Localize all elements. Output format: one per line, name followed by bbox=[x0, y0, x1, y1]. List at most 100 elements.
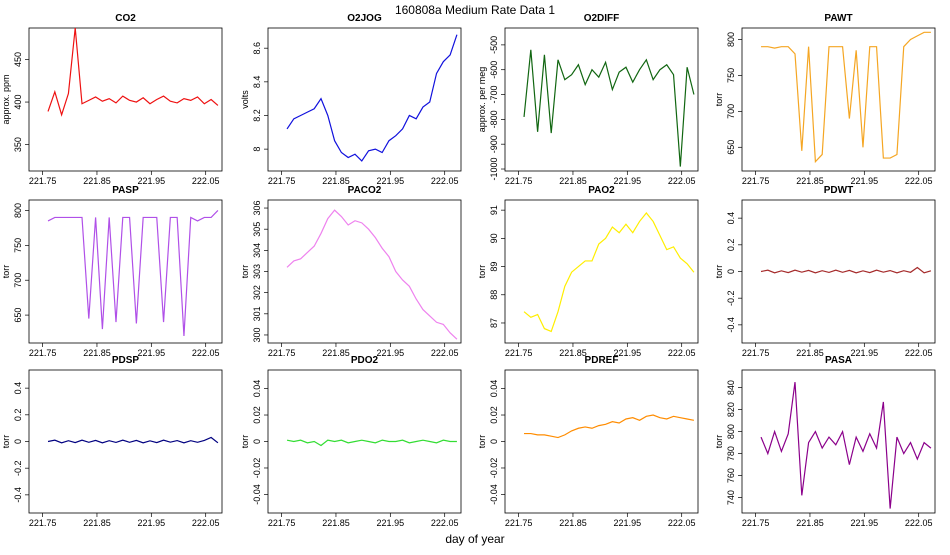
x-tick-label: 222.05 bbox=[192, 348, 220, 358]
x-tick-label: 221.95 bbox=[614, 348, 642, 358]
panel-title: PDWT bbox=[824, 185, 853, 196]
y-tick-label: 88 bbox=[489, 290, 499, 300]
y-tick-label: -0.04 bbox=[489, 484, 499, 505]
y-axis-label: torr bbox=[1, 435, 11, 449]
y-tick-label: -0.4 bbox=[726, 317, 736, 333]
x-tick-label: 221.85 bbox=[796, 176, 824, 186]
y-tick-label: 0.04 bbox=[489, 380, 499, 398]
x-tick-label: 222.05 bbox=[192, 518, 220, 528]
y-tick-label: 0.4 bbox=[726, 212, 736, 225]
y-tick-label: 90 bbox=[489, 233, 499, 243]
y-tick-label: 8.4 bbox=[252, 76, 262, 89]
y-tick-label: 820 bbox=[726, 402, 736, 417]
x-tick-label: 221.85 bbox=[559, 518, 587, 528]
y-tick-label: -0.02 bbox=[489, 458, 499, 479]
x-tick-label: 221.85 bbox=[559, 348, 587, 358]
y-tick-label: 0.02 bbox=[489, 406, 499, 424]
x-tick-label: 221.95 bbox=[614, 176, 642, 186]
x-tick-label: 221.75 bbox=[505, 176, 533, 186]
panel-title: O2JOG bbox=[347, 13, 382, 24]
x-tick-label: 221.95 bbox=[851, 518, 879, 528]
y-tick-label: -0.2 bbox=[726, 290, 736, 306]
x-tick-label: 222.05 bbox=[431, 176, 459, 186]
y-tick-label: 306 bbox=[252, 201, 262, 216]
data-line bbox=[286, 439, 457, 447]
y-tick-label: 302 bbox=[252, 285, 262, 300]
x-tick-label: 221.85 bbox=[559, 176, 587, 186]
x-tick-label: 221.95 bbox=[138, 176, 166, 186]
x-tick-label: 222.05 bbox=[431, 518, 459, 528]
x-tick-label: 221.75 bbox=[268, 176, 296, 186]
x-tick-label: 221.95 bbox=[377, 348, 405, 358]
y-tick-label: 750 bbox=[726, 68, 736, 83]
y-tick-label: 0.4 bbox=[13, 382, 23, 395]
plot-frame bbox=[28, 27, 223, 172]
x-tick-label: 221.85 bbox=[83, 518, 111, 528]
x-tick-label: 221.95 bbox=[377, 176, 405, 186]
y-tick-label: 8.2 bbox=[252, 109, 262, 122]
x-tick-label: 222.05 bbox=[905, 176, 933, 186]
y-axis-label: torr bbox=[714, 435, 724, 449]
y-tick-label: 89 bbox=[489, 262, 499, 272]
plot-frame bbox=[504, 199, 699, 344]
panel-title: PASA bbox=[825, 355, 852, 366]
x-tick-label: 221.85 bbox=[796, 518, 824, 528]
y-tick-label: -900 bbox=[489, 135, 499, 153]
x-tick-label: 222.05 bbox=[431, 348, 459, 358]
y-axis-label: torr bbox=[240, 435, 250, 449]
y-axis-label: torr bbox=[714, 265, 724, 279]
x-tick-label: 221.85 bbox=[796, 348, 824, 358]
y-tick-label: 650 bbox=[726, 140, 736, 155]
plot-frame bbox=[504, 27, 699, 172]
x-tick-label: 222.05 bbox=[192, 176, 220, 186]
x-tick-label: 221.75 bbox=[505, 518, 533, 528]
plot-frame bbox=[741, 27, 936, 172]
y-tick-label: 700 bbox=[726, 104, 736, 119]
panel-title: PDO2 bbox=[351, 355, 379, 366]
x-tick-label: 221.85 bbox=[83, 176, 111, 186]
x-tick-label: 221.75 bbox=[742, 518, 770, 528]
x-tick-label: 221.85 bbox=[322, 176, 350, 186]
data-line bbox=[760, 266, 932, 274]
x-tick-label: 221.85 bbox=[322, 518, 350, 528]
panel-title: PACO2 bbox=[348, 185, 382, 196]
y-axis-label: torr bbox=[240, 265, 250, 279]
y-axis-label: torr bbox=[714, 93, 724, 107]
y-axis-label: approx. ppm bbox=[1, 74, 11, 124]
y-axis-label: approx. per meg bbox=[477, 67, 487, 133]
y-tick-label: 650 bbox=[13, 308, 23, 323]
y-tick-label: 450 bbox=[13, 52, 23, 67]
x-axis-label: day of year bbox=[445, 532, 504, 546]
y-tick-label: 750 bbox=[13, 238, 23, 253]
y-tick-label: 780 bbox=[726, 446, 736, 461]
panel-title: PAO2 bbox=[588, 185, 615, 196]
plot-frame bbox=[28, 199, 223, 344]
y-tick-label: 301 bbox=[252, 306, 262, 321]
data-line bbox=[286, 209, 458, 340]
x-tick-label: 221.75 bbox=[268, 348, 296, 358]
x-tick-label: 221.75 bbox=[29, 348, 57, 358]
y-tick-label: 300 bbox=[252, 327, 262, 342]
y-axis-label: torr bbox=[477, 435, 487, 449]
y-tick-label: 800 bbox=[726, 424, 736, 439]
x-tick-label: 221.95 bbox=[377, 518, 405, 528]
data-line bbox=[47, 27, 219, 117]
y-axis-label: torr bbox=[477, 265, 487, 279]
data-line bbox=[47, 210, 219, 337]
y-tick-label: 0.2 bbox=[726, 239, 736, 252]
y-tick-label: 0.04 bbox=[252, 380, 262, 398]
data-line bbox=[524, 414, 695, 439]
y-tick-label: 8.6 bbox=[252, 42, 262, 55]
y-tick-label: -0.04 bbox=[252, 484, 262, 505]
plot-frame bbox=[267, 199, 462, 344]
y-tick-label: -600 bbox=[489, 61, 499, 79]
y-tick-label: -0.02 bbox=[252, 458, 262, 479]
y-tick-label: 8 bbox=[252, 147, 262, 152]
y-tick-label: 700 bbox=[13, 273, 23, 288]
x-tick-label: 221.75 bbox=[268, 518, 296, 528]
x-tick-label: 221.95 bbox=[138, 518, 166, 528]
y-tick-label: 400 bbox=[13, 95, 23, 110]
plot-frame bbox=[741, 369, 936, 514]
y-tick-label: -0.2 bbox=[13, 460, 23, 476]
